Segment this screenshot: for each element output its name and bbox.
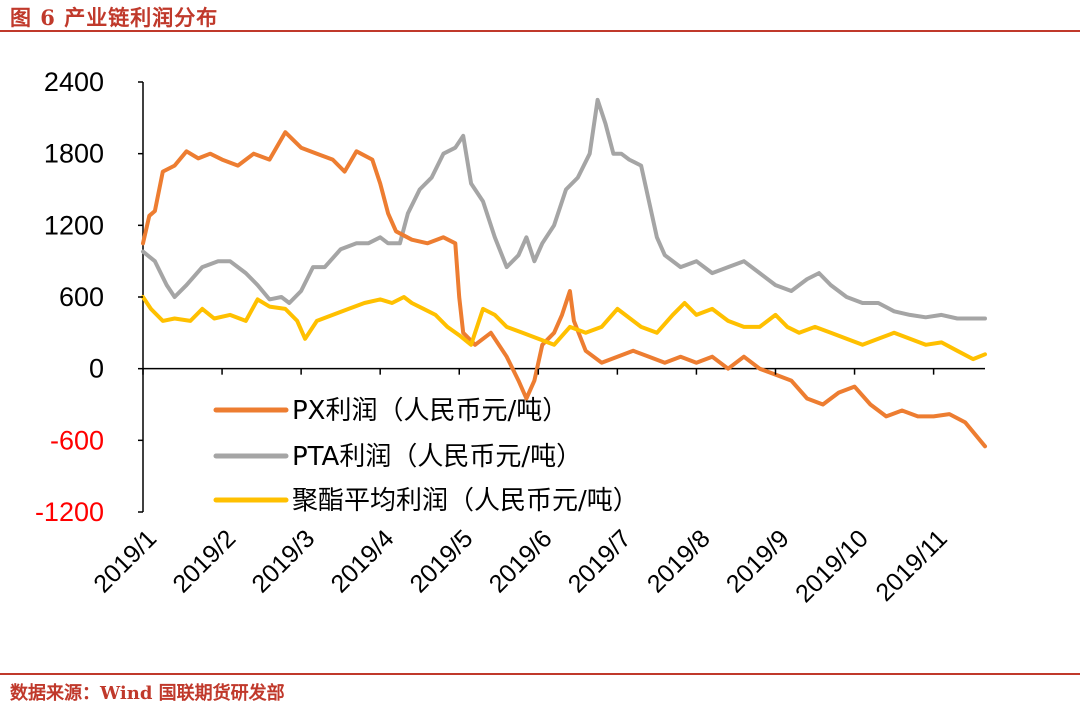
source-note: 数据来源：Wind 国联期货研发部	[10, 683, 285, 704]
y-tick-label: -600	[50, 425, 104, 455]
x-tick-label: 2019/4	[326, 524, 400, 598]
series-line-px	[141, 130, 987, 449]
y-tick-label: 600	[59, 282, 104, 312]
x-tick-label: 2019/1	[88, 524, 162, 598]
legend-label: PTA利润（人民币元/吨）	[292, 442, 582, 472]
series-line-pta	[141, 97, 987, 321]
x-tick-label: 2019/6	[484, 524, 558, 598]
x-tick-label: 2019/7	[563, 524, 637, 598]
x-tick-label: 2019/8	[642, 524, 716, 598]
y-tick-label: 1200	[44, 210, 104, 240]
series-lines	[141, 97, 987, 449]
y-tick-label: 1800	[44, 139, 104, 169]
x-tick-label: 2019/10	[790, 524, 874, 608]
y-tick-label: 0	[89, 354, 104, 384]
y-tick-label: 2400	[44, 67, 104, 97]
legend: PX利润（人民币元/吨） PTA利润（人民币元/吨） 聚酯平均利润（人民币元/吨）	[213, 396, 639, 516]
x-tick-label: 2019/2	[167, 524, 241, 598]
x-tick-label: 2019/11	[870, 524, 952, 606]
top-divider	[0, 30, 1080, 32]
series-line-polyester	[141, 295, 987, 362]
y-tick-label: -1200	[35, 497, 104, 527]
x-tick-label: 2019/5	[405, 524, 479, 598]
figure-title: 图 6 产业链利润分布	[10, 5, 219, 30]
legend-label: 聚酯平均利润（人民币元/吨）	[292, 486, 639, 516]
legend-label: PX利润（人民币元/吨）	[292, 396, 568, 426]
y-axis-ticks: 2400 1800 1200 600 0 -600 -1200	[35, 67, 143, 527]
x-tick-label: 2019/9	[721, 524, 795, 598]
bottom-divider	[0, 673, 1080, 675]
x-tick-label: 2019/3	[246, 524, 320, 598]
